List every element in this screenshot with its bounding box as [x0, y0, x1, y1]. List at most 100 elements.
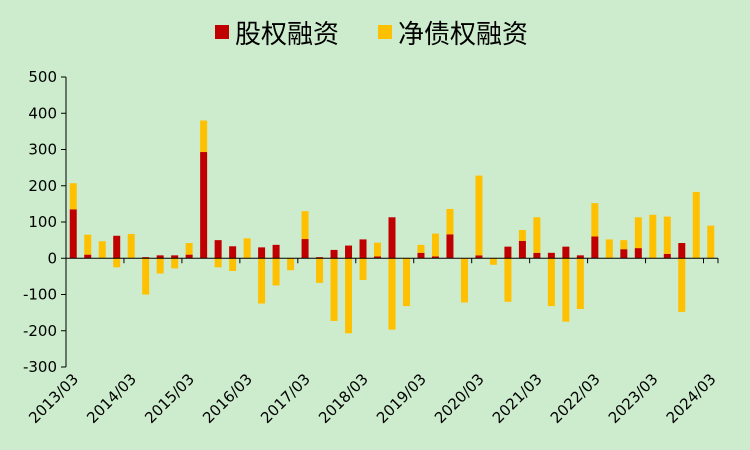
bar-equity-financing [576, 255, 584, 259]
bar-net-debt-financing [113, 258, 121, 268]
bar-net-debt-financing [489, 258, 497, 265]
bar-net-debt-financing [649, 214, 657, 259]
bar-net-debt-financing [374, 242, 382, 257]
bar-equity-financing [84, 254, 92, 259]
bar-equity-financing [272, 244, 280, 259]
bar-equity-financing [185, 254, 193, 259]
bar-equity-financing [345, 245, 353, 259]
bar-equity-financing [431, 256, 439, 259]
bar-net-debt-financing [475, 175, 483, 256]
y-tick-label: 100 [28, 213, 57, 231]
legend: 股权融资 净债权融资 [215, 20, 528, 50]
bar-equity-financing [518, 240, 526, 259]
bar-net-debt-financing [605, 239, 613, 259]
bar-net-debt-financing [142, 258, 150, 295]
bar-equity-financing [156, 255, 164, 259]
bar-equity-financing [258, 247, 266, 259]
bar-net-debt-financing [460, 258, 468, 303]
bar-equity-financing [200, 152, 208, 259]
bar-equity-financing [214, 240, 222, 259]
bar-net-debt-financing [576, 258, 584, 309]
bar-equity-financing [113, 235, 121, 259]
x-tick-label: 2019/03 [373, 370, 430, 427]
bar-equity-financing [475, 255, 483, 259]
bar-net-debt-financing [359, 258, 367, 280]
bar-equity-financing [388, 217, 396, 259]
bar-net-debt-financing [446, 208, 454, 235]
bar-net-debt-financing [620, 240, 628, 250]
bar-equity-financing [374, 256, 382, 259]
x-tick-label: 2023/03 [605, 370, 662, 427]
bar-net-debt-financing [533, 217, 541, 253]
axes-layer: -300 -200 -100 0 100 200 300 400 500 2013/03 2014/… [23, 68, 720, 427]
y-tick-label: -300 [23, 358, 57, 376]
bar-equity-financing [316, 257, 324, 259]
bar-net-debt-financing [504, 258, 512, 302]
legend-label-equity-financing: 股权融资 [235, 20, 339, 50]
bar-net-debt-financing [200, 120, 208, 153]
bar-equity-financing [562, 246, 570, 259]
bar-equity-financing [417, 252, 425, 259]
bar-net-debt-financing [417, 244, 425, 253]
bar-net-debt-financing [663, 216, 671, 254]
x-tick-label: 2024/03 [663, 370, 720, 427]
bar-net-debt-financing [431, 233, 439, 257]
x-tick-label: 2021/03 [489, 370, 546, 427]
x-tick-label: 2022/03 [547, 370, 604, 427]
bar-equity-financing [504, 246, 512, 259]
bar-net-debt-financing [330, 258, 338, 321]
legend-swatch-net-debt-financing [378, 25, 392, 39]
y-tick-label: 300 [28, 141, 57, 159]
bar-net-debt-financing [562, 258, 570, 322]
bar-net-debt-financing [287, 258, 295, 271]
bar-equity-financing [142, 257, 150, 259]
bar-equity-financing [330, 249, 338, 259]
bar-equity-financing [229, 246, 237, 259]
bar-net-debt-financing [402, 258, 410, 307]
bar-net-debt-financing [214, 258, 222, 268]
bar-net-debt-financing [69, 183, 77, 210]
x-tick-label: 2020/03 [431, 370, 488, 427]
bar-net-debt-financing [156, 258, 164, 274]
bar-net-debt-financing [591, 203, 599, 237]
bar-net-debt-financing [518, 229, 526, 241]
bar-equity-financing [69, 209, 77, 259]
bar-net-debt-financing [98, 241, 106, 259]
bar-net-debt-financing [547, 258, 555, 307]
bar-net-debt-financing [272, 258, 280, 286]
bar-net-debt-financing [678, 258, 686, 312]
bar-net-debt-financing [707, 225, 715, 259]
bar-net-debt-financing [388, 258, 396, 330]
bar-net-debt-financing [345, 258, 353, 334]
bar-equity-financing [634, 248, 642, 259]
bar-equity-financing [171, 255, 179, 259]
y-tick-label: 400 [28, 104, 57, 122]
bar-net-debt-financing [692, 191, 700, 259]
bars-layer [69, 120, 715, 334]
x-tick-label: 2015/03 [141, 370, 198, 427]
bar-net-debt-financing [84, 234, 92, 255]
x-tick-label: 2014/03 [83, 370, 140, 427]
bar-equity-financing [359, 239, 367, 259]
bar-equity-financing [663, 253, 671, 259]
bar-net-debt-financing [243, 238, 251, 259]
bar-equity-financing [301, 239, 309, 259]
y-tick-label: 0 [47, 249, 57, 267]
bar-net-debt-financing [316, 258, 324, 283]
legend-swatch-equity-financing [215, 25, 229, 39]
bar-net-debt-financing [171, 258, 179, 269]
x-tick-label: 2016/03 [199, 370, 256, 427]
bar-net-debt-financing [185, 243, 193, 255]
bar-net-debt-financing [258, 258, 266, 304]
bar-equity-financing [620, 249, 628, 259]
y-tick-label: 200 [28, 177, 57, 195]
x-tick-label: 2018/03 [315, 370, 372, 427]
bar-equity-financing [678, 243, 686, 259]
bar-net-debt-financing [634, 217, 642, 249]
y-tick-label: 500 [28, 68, 57, 86]
bar-net-debt-financing [127, 233, 135, 259]
bar-equity-financing [533, 252, 541, 259]
bar-net-debt-financing [301, 211, 309, 240]
